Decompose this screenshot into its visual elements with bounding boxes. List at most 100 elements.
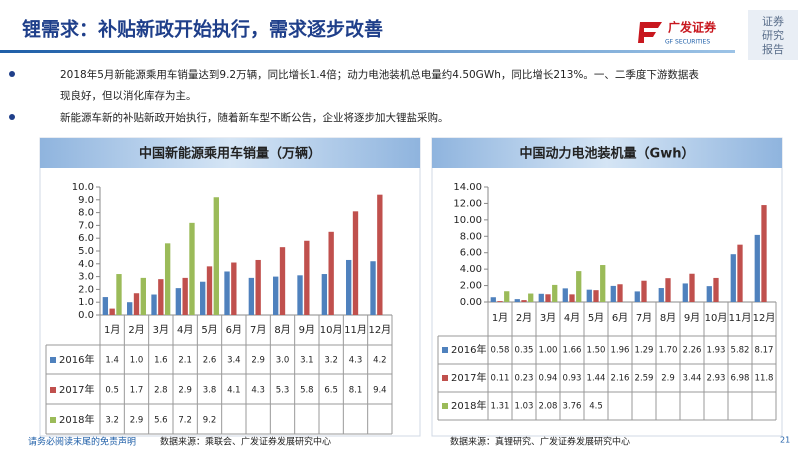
table-value: 8.1: [349, 386, 363, 396]
table-value: 1.44: [587, 374, 606, 384]
x-tick-label: 4月: [177, 324, 193, 336]
bar: [576, 271, 582, 302]
table-value: 1.96: [611, 346, 630, 356]
table-value: 11.8: [755, 374, 774, 384]
table-value: 1.93: [707, 346, 726, 356]
bullet-text: 2018年5月新能源乘用车销量达到9.2万辆，同比增长1.4倍；动力电池装机总电…: [60, 68, 699, 81]
disclaimer: 请务必阅读末尾的免责声明: [28, 436, 136, 448]
x-tick-label: 8月: [660, 312, 676, 324]
y-tick-label: 6.00: [460, 248, 482, 259]
bar: [490, 297, 496, 302]
bar: [658, 288, 664, 302]
bar: [610, 285, 616, 302]
x-tick-label: 3月: [540, 312, 556, 324]
table-value: 1.4: [105, 356, 119, 366]
x-tick-label: 6月: [226, 324, 242, 336]
bar: [377, 194, 383, 315]
bar: [182, 277, 188, 315]
table-value: 4.5: [589, 402, 603, 412]
legend-label: 2017年: [59, 383, 94, 396]
x-tick-label: 12月: [368, 324, 391, 336]
bar: [562, 288, 568, 302]
y-tick-label: 7.0: [78, 220, 94, 231]
chart-header: [40, 138, 420, 168]
x-tick-label: 3月: [153, 324, 169, 336]
x-tick-label: 10月: [320, 324, 343, 336]
legend-label: 2018年: [451, 399, 486, 412]
y-tick-label: 0.00: [460, 297, 482, 308]
table-value: 0.58: [491, 346, 510, 356]
table-value: 2.59: [635, 374, 654, 384]
table-value: 3.1: [300, 356, 314, 366]
legend-swatch: [442, 347, 448, 353]
y-tick-label: 10.00: [453, 215, 482, 226]
x-tick-label: 7月: [636, 312, 652, 324]
x-tick-label: 1月: [492, 312, 508, 324]
bar: [370, 261, 376, 315]
y-tick-label: 2.0: [78, 284, 94, 295]
bar: [600, 265, 606, 302]
bar: [586, 289, 592, 302]
table-value: 5.82: [731, 346, 750, 356]
table-value: 4.1: [227, 386, 241, 396]
chart-title: 中国新能源乘用车销量（万辆）: [139, 146, 321, 162]
table-value: 2.9: [661, 374, 675, 384]
bullet-text: 新能源车新的补贴新政开始执行，随着新车型不断公告，企业将逐步加大锂盐采购。: [60, 111, 449, 124]
bar: [352, 211, 359, 315]
bar: [504, 291, 510, 302]
bar: [593, 290, 599, 302]
chart-title: 中国动力电池装机量（Gwh）: [520, 146, 695, 162]
bar: [213, 197, 219, 315]
table-value: 2.08: [539, 402, 558, 412]
table-value: 3.8: [203, 386, 217, 396]
bar: [140, 277, 146, 315]
table-value: 2.16: [611, 374, 630, 384]
table-value: 0.94: [539, 374, 558, 384]
logo-mark: [638, 22, 662, 43]
table-value: 3.76: [563, 402, 582, 412]
table-value: 1.7: [130, 386, 144, 396]
table-value: 2.93: [707, 374, 726, 384]
bar: [737, 244, 743, 302]
table-value: 0.11: [491, 374, 510, 384]
legend-label: 2016年: [451, 343, 486, 356]
table-value: 0.35: [515, 346, 534, 356]
bar: [273, 276, 279, 315]
table-value: 2.9: [251, 356, 265, 366]
bar: [255, 259, 261, 315]
legend-label: 2017年: [451, 371, 486, 384]
table-value: 9.4: [373, 386, 387, 396]
x-tick-label: 8月: [274, 324, 290, 336]
legend-swatch: [50, 357, 56, 363]
table-value: 2.1: [178, 356, 192, 366]
table-value: 3.2: [324, 356, 338, 366]
chart-source: 数据来源：乘联会、广发证券发展研究中心: [160, 436, 331, 448]
table-value: 2.9: [178, 386, 192, 396]
x-tick-label: 12月: [753, 312, 776, 324]
bullet-dot: [9, 71, 15, 77]
slide-title: 锂需求：补贴新政开始执行，需求逐步改善: [22, 18, 383, 41]
table-value: 1.50: [587, 346, 606, 356]
bar: [231, 262, 237, 315]
chart-panel: [431, 137, 783, 437]
legend-swatch: [50, 417, 56, 423]
x-tick-label: 4月: [564, 312, 580, 324]
bar: [706, 286, 712, 302]
bar: [297, 275, 303, 315]
bar: [248, 277, 255, 315]
bar: [689, 273, 695, 302]
bar: [545, 294, 551, 302]
table-value: 1.31: [491, 402, 510, 412]
legend-swatch: [50, 387, 56, 393]
table-value: 2.8: [154, 386, 168, 396]
bar: [200, 281, 206, 315]
side-label-bg: [748, 10, 798, 60]
bar: [133, 293, 140, 315]
table-value: 1.70: [659, 346, 678, 356]
table-value: 1.03: [515, 402, 534, 412]
logo-cn: 广发证券: [668, 20, 717, 35]
logo-en: GF SECURITIES: [665, 39, 710, 46]
bar: [151, 294, 157, 315]
bar: [158, 279, 164, 315]
